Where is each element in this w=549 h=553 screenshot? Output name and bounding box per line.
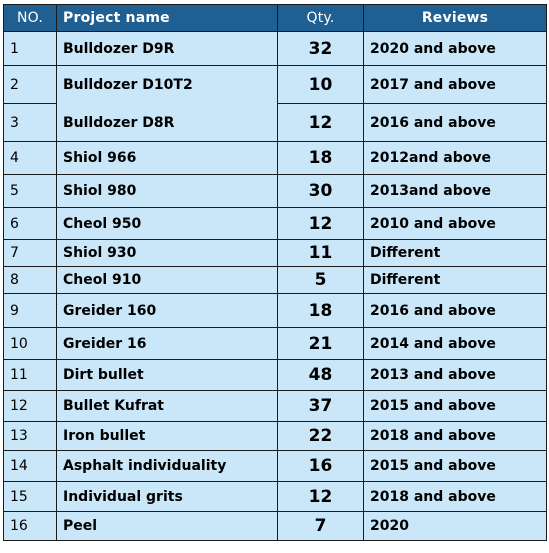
cell-reviews: 2015 and above bbox=[363, 390, 547, 422]
cell-no: 4 bbox=[3, 141, 57, 175]
cell-project-name: Bulldozer D8R bbox=[56, 103, 278, 142]
cell-qty: 5 bbox=[277, 266, 364, 294]
table-row: 12 Bullet Kufrat 37 2015 and above bbox=[3, 390, 547, 422]
cell-no: 8 bbox=[3, 266, 57, 294]
table-row: 11 Dirt bullet 48 2013 and above bbox=[3, 359, 547, 391]
cell-no: 13 bbox=[3, 421, 57, 451]
header-qty: Qty. bbox=[277, 4, 364, 32]
table-row: 8 Cheol 910 5 Different bbox=[3, 266, 547, 294]
cell-no: 9 bbox=[3, 293, 57, 328]
cell-project-name: Greider 160 bbox=[56, 293, 278, 328]
cell-reviews: Different bbox=[363, 266, 547, 294]
cell-qty: 37 bbox=[277, 390, 364, 422]
cell-no: 10 bbox=[3, 327, 57, 360]
table-row: 14 Asphalt individuality 16 2015 and above bbox=[3, 450, 547, 482]
cell-qty: 48 bbox=[277, 359, 364, 391]
cell-qty: 32 bbox=[277, 31, 364, 66]
cell-reviews: 2016 and above bbox=[363, 103, 547, 142]
header-row: NO. Project name Qty. Reviews bbox=[3, 4, 547, 32]
cell-project-name: Asphalt individuality bbox=[56, 450, 278, 482]
cell-project-name: Greider 16 bbox=[56, 327, 278, 360]
cell-reviews: 2013 and above bbox=[363, 359, 547, 391]
header-project-name: Project name bbox=[56, 4, 278, 32]
cell-qty: 12 bbox=[277, 103, 364, 142]
cell-reviews: Different bbox=[363, 239, 547, 267]
cell-no: 15 bbox=[3, 481, 57, 512]
cell-no: 16 bbox=[3, 511, 57, 541]
cell-qty: 30 bbox=[277, 174, 364, 208]
cell-project-name: Individual grits bbox=[56, 481, 278, 512]
cell-reviews: 2012and above bbox=[363, 141, 547, 175]
table-row: 4 Shiol 966 18 2012and above bbox=[3, 141, 547, 175]
cell-qty: 18 bbox=[277, 293, 364, 328]
table-row: 5 Shiol 980 30 2013and above bbox=[3, 174, 547, 208]
cell-no: 11 bbox=[3, 359, 57, 391]
equipment-table: NO. Project name Qty. Reviews 1 Bulldozer… bbox=[3, 4, 547, 541]
cell-no: 2 bbox=[3, 65, 57, 104]
cell-reviews: 2018 and above bbox=[363, 421, 547, 451]
cell-project-name: Bulldozer D9R bbox=[56, 31, 278, 66]
cell-project-name: Bulldozer D10T2 bbox=[56, 65, 278, 104]
cell-no: 5 bbox=[3, 174, 57, 208]
cell-no: 3 bbox=[3, 103, 57, 142]
cell-reviews: 2020 and above bbox=[363, 31, 547, 66]
table-row: 2 Bulldozer D10T2 10 2017 and above bbox=[3, 65, 547, 104]
table-row: 3 Bulldozer D8R 12 2016 and above bbox=[3, 103, 547, 142]
header-reviews: Reviews bbox=[363, 4, 547, 32]
table-row: 16 Peel 7 2020 bbox=[3, 511, 547, 541]
cell-no: 6 bbox=[3, 207, 57, 240]
cell-project-name: Dirt bullet bbox=[56, 359, 278, 391]
cell-project-name: Peel bbox=[56, 511, 278, 541]
cell-reviews: 2016 and above bbox=[363, 293, 547, 328]
cell-no: 7 bbox=[3, 239, 57, 267]
cell-project-name: Shiol 980 bbox=[56, 174, 278, 208]
cell-reviews: 2013and above bbox=[363, 174, 547, 208]
table-row: 6 Cheol 950 12 2010 and above bbox=[3, 207, 547, 240]
cell-no: 14 bbox=[3, 450, 57, 482]
cell-reviews: 2014 and above bbox=[363, 327, 547, 360]
cell-qty: 11 bbox=[277, 239, 364, 267]
cell-project-name: Shiol 966 bbox=[56, 141, 278, 175]
table-row: 7 Shiol 930 11 Different bbox=[3, 239, 547, 267]
cell-qty: 10 bbox=[277, 65, 364, 104]
cell-reviews: 2010 and above bbox=[363, 207, 547, 240]
table-body: 1 Bulldozer D9R 32 2020 and above 2 Bulldozer… bbox=[3, 31, 547, 541]
cell-project-name: Iron bullet bbox=[56, 421, 278, 451]
cell-project-name: Cheol 910 bbox=[56, 266, 278, 294]
cell-reviews: 2015 and above bbox=[363, 450, 547, 482]
table-row: 9 Greider 160 18 2016 and above bbox=[3, 293, 547, 328]
cell-project-name: Shiol 930 bbox=[56, 239, 278, 267]
cell-qty: 22 bbox=[277, 421, 364, 451]
cell-qty: 18 bbox=[277, 141, 364, 175]
cell-no: 12 bbox=[3, 390, 57, 422]
cell-reviews: 2018 and above bbox=[363, 481, 547, 512]
cell-project-name: Bullet Kufrat bbox=[56, 390, 278, 422]
table-row: 1 Bulldozer D9R 32 2020 and above bbox=[3, 31, 547, 66]
table-row: 13 Iron bullet 22 2018 and above bbox=[3, 421, 547, 451]
cell-qty: 16 bbox=[277, 450, 364, 482]
cell-qty: 12 bbox=[277, 207, 364, 240]
cell-qty: 7 bbox=[277, 511, 364, 541]
table-row: 10 Greider 16 21 2014 and above bbox=[3, 327, 547, 360]
cell-project-name: Cheol 950 bbox=[56, 207, 278, 240]
cell-reviews: 2017 and above bbox=[363, 65, 547, 104]
cell-qty: 21 bbox=[277, 327, 364, 360]
header-no: NO. bbox=[3, 4, 57, 32]
cell-qty: 12 bbox=[277, 481, 364, 512]
cell-reviews: 2020 bbox=[363, 511, 547, 541]
table-header: NO. Project name Qty. Reviews bbox=[3, 4, 547, 32]
table-row: 15 Individual grits 12 2018 and above bbox=[3, 481, 547, 512]
cell-no: 1 bbox=[3, 31, 57, 66]
